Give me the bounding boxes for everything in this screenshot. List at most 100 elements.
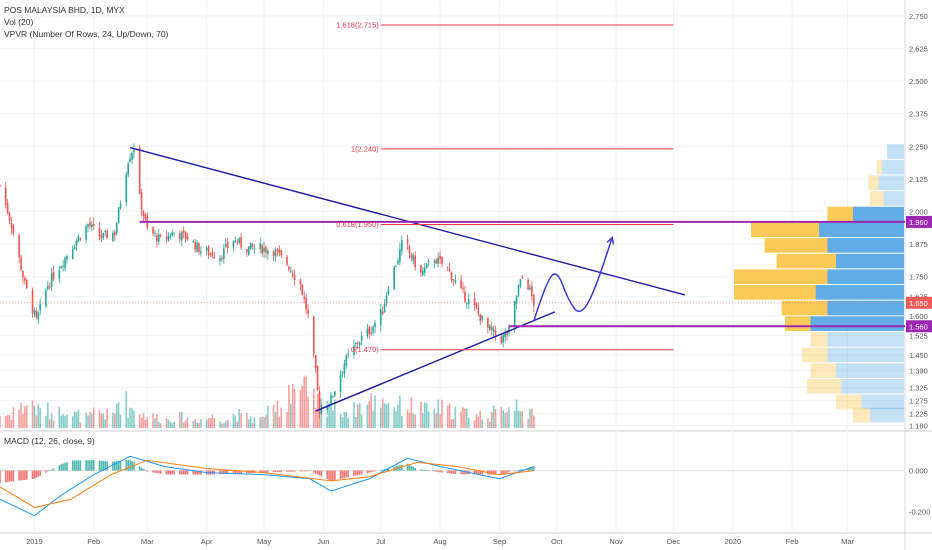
- x-tick-label: Feb: [786, 537, 799, 546]
- volume-bar: [10, 420, 13, 428]
- macd-histogram-bar: [381, 469, 384, 471]
- macd-histogram-bar: [140, 467, 143, 471]
- candle-body: [8, 212, 11, 221]
- volume-bar: [274, 411, 277, 428]
- macd-histogram-bar: [4, 470, 7, 483]
- candle-body: [500, 336, 503, 344]
- candle-body: [395, 266, 397, 268]
- macd-histogram-bar: [356, 470, 359, 476]
- volume-bar: [521, 411, 524, 428]
- candle-body: [400, 240, 403, 252]
- volume-bar: [232, 413, 235, 428]
- candle-body: [50, 273, 53, 287]
- symbol-legend[interactable]: POS MALAYSIA BHD, 1D, MYX: [4, 5, 125, 15]
- macd-tick-label: 0.000: [909, 467, 928, 476]
- candle-body: [527, 279, 529, 290]
- volume-bar: [171, 422, 173, 428]
- volume-bar: [48, 419, 51, 428]
- vpvr-up-bar: [881, 159, 904, 175]
- signal-line: [0, 459, 534, 508]
- macd-histogram-bar: [138, 466, 141, 471]
- candle-body: [79, 238, 82, 240]
- candle-body: [385, 295, 388, 304]
- volume-legend[interactable]: Vol (20): [4, 17, 34, 27]
- candle-body: [353, 345, 355, 355]
- candle-body: [232, 241, 235, 247]
- price-axis: 2.750 2.625 2.500 2.375 2.250 2.125 2.000 1.875…: [906, 12, 932, 517]
- candle-body: [100, 235, 103, 239]
- volume-bar: [71, 416, 74, 428]
- volume-bar: [158, 421, 160, 428]
- candle-body: [307, 310, 309, 314]
- candle-body: [492, 328, 495, 333]
- macd-histogram-bar: [129, 459, 131, 471]
- macd-histogram-bar: [100, 460, 103, 471]
- macd-histogram-bar: [22, 470, 24, 481]
- candle-body: [47, 285, 49, 290]
- macd-histogram-bar: [173, 470, 175, 475]
- macd-histogram-bar: [182, 470, 185, 475]
- macd-histogram-bar: [18, 470, 20, 481]
- chart-drawings[interactable]: 1.618(2.715) 1(2.240) 0.618(1.950) 0(1.470): [0, 20, 905, 412]
- macd-histogram-bar: [475, 470, 478, 475]
- vpvr-up-bar: [841, 378, 904, 394]
- macd-histogram-bar: [179, 470, 181, 475]
- volume-bar: [454, 406, 457, 428]
- macd-histogram-bar: [158, 470, 160, 474]
- candle-body: [33, 310, 36, 315]
- volume-bar: [263, 417, 265, 428]
- macd-histogram-bar: [267, 470, 269, 473]
- volume-bar: [24, 406, 26, 428]
- volume-bar: [85, 412, 87, 428]
- macd-histogram-bar: [460, 470, 462, 475]
- macd-histogram-bar: [473, 470, 476, 475]
- volume-bar: [179, 411, 181, 428]
- macd-histogram-bar: [437, 470, 439, 473]
- macd-histogram-bar: [186, 470, 189, 475]
- volume-bar: [249, 416, 252, 428]
- macd-histogram-bar: [236, 470, 239, 474]
- vpvr-down-bar: [734, 285, 816, 300]
- candle-body: [425, 263, 428, 268]
- volume-bar: [33, 405, 36, 428]
- volume-bar: [131, 408, 133, 428]
- volume-bar: [397, 404, 399, 428]
- candle-body: [158, 234, 160, 242]
- candle-body: [462, 288, 464, 290]
- candle-body: [98, 227, 101, 237]
- volume-bar: [385, 404, 388, 428]
- macd-histogram-bar: [45, 470, 47, 473]
- x-tick-label: May: [257, 537, 271, 546]
- macd-histogram-bar: [492, 470, 495, 475]
- candle-body: [259, 243, 262, 250]
- macd-histogram-bar: [221, 470, 223, 475]
- x-tick-label: Aug: [433, 537, 446, 546]
- vpvr-legend[interactable]: VPVR (Number Of Rows, 24, Up/Down, 70): [4, 29, 169, 39]
- vpvr-down-bar: [827, 206, 853, 222]
- volume-bar: [165, 418, 168, 428]
- macd-histogram-bar: [73, 460, 76, 471]
- vpvr-down-bar: [781, 300, 828, 316]
- candle-body: [450, 272, 453, 281]
- volume-bar: [462, 407, 464, 428]
- macd-histogram-bar: [481, 470, 483, 475]
- volume-bar: [312, 389, 315, 428]
- macd-histogram-bar: [345, 470, 348, 478]
- candle-body: [138, 147, 141, 194]
- volume-bar: [221, 423, 223, 428]
- volume-bar: [301, 385, 304, 428]
- volume-bar: [117, 402, 120, 428]
- candle-body: [339, 374, 342, 392]
- vpvr-down-bar: [807, 378, 842, 394]
- candle-body: [0, 185, 1, 187]
- macd-histogram-bar: [531, 466, 533, 471]
- volume-bar: [290, 403, 292, 428]
- vpvr-down-bar: [751, 222, 819, 238]
- y-tick-label: 1.225: [909, 410, 928, 419]
- macd-legend[interactable]: MACD (12, 26, close, 9): [4, 436, 95, 446]
- volume-bar: [142, 413, 145, 428]
- macd-histogram-bar: [198, 470, 200, 475]
- volume-bar: [422, 413, 424, 428]
